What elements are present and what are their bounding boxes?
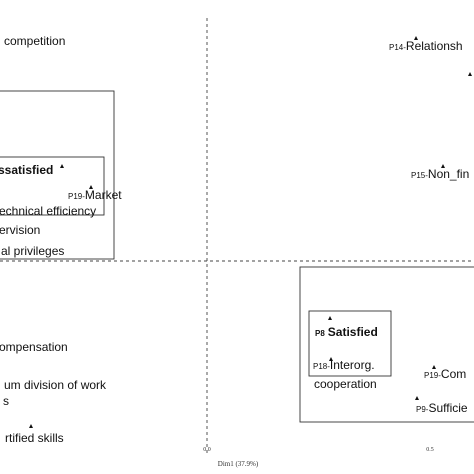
cluster-box-satisfied-outer — [299, 266, 474, 423]
point-label: P19-Market — [68, 188, 122, 202]
point-marker — [29, 424, 33, 428]
cluster-box-dissatisfied-outer — [0, 90, 115, 260]
point-label: ompensation — [0, 340, 68, 354]
point-marker — [329, 357, 333, 361]
point-label: P8 Satisfied — [315, 325, 378, 339]
point-marker — [432, 365, 436, 369]
point-label: P19-Com — [424, 367, 466, 381]
point-label: al privileges — [1, 244, 64, 258]
point-label: ervision — [0, 223, 40, 237]
point-label: echnical efficiency — [0, 204, 96, 218]
cluster-box-dissatisfied-inner — [0, 156, 105, 216]
x-tick-label: 0.5 — [426, 447, 434, 453]
point-label: ssatisfied — [0, 163, 53, 177]
point-marker — [415, 396, 419, 400]
point-marker — [328, 316, 332, 320]
point-label: P9-Sufficie — [416, 401, 468, 415]
x-tick-label: 0.0 — [203, 447, 211, 453]
point-label: P15-Non_fin — [411, 167, 469, 181]
point-label: s — [3, 394, 9, 408]
point-label: um division of work — [4, 378, 107, 392]
point-marker — [89, 185, 93, 189]
point-label: rtified skills — [5, 431, 64, 445]
point-marker — [414, 36, 418, 40]
point-marker — [60, 164, 64, 168]
point-marker — [441, 164, 445, 168]
point-label: cooperation — [314, 377, 377, 391]
cluster-box-satisfied-inner — [308, 310, 392, 377]
point-label: competition — [4, 34, 65, 48]
point-label: P14-Relationsh — [389, 39, 463, 53]
point-marker — [468, 72, 472, 76]
point-label: P18-Interorg. — [313, 358, 375, 372]
x-axis-title: Dim1 (37.9%) — [218, 460, 259, 468]
